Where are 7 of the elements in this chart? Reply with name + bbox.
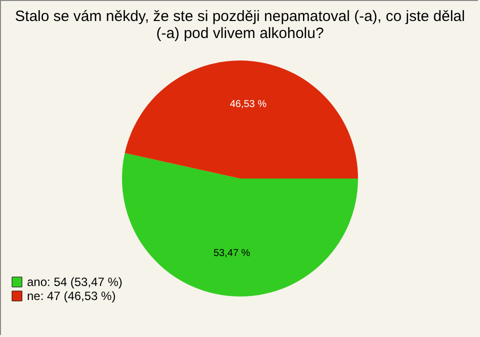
pie-slice [124,60,358,178]
pie-slice [122,152,358,296]
legend-label: ano: 54 (53,47 %) [27,275,122,289]
legend-label: ne: 47 (46,53 %) [27,289,116,303]
chart-title: Stalo se vám někdy, že ste si později nepamatoval (-a), co jste dělal (-a) pod vlivem alkoholu? [15,8,465,42]
data-label: 46,53 % [230,98,267,110]
data-label: 53,47 % [213,248,250,260]
